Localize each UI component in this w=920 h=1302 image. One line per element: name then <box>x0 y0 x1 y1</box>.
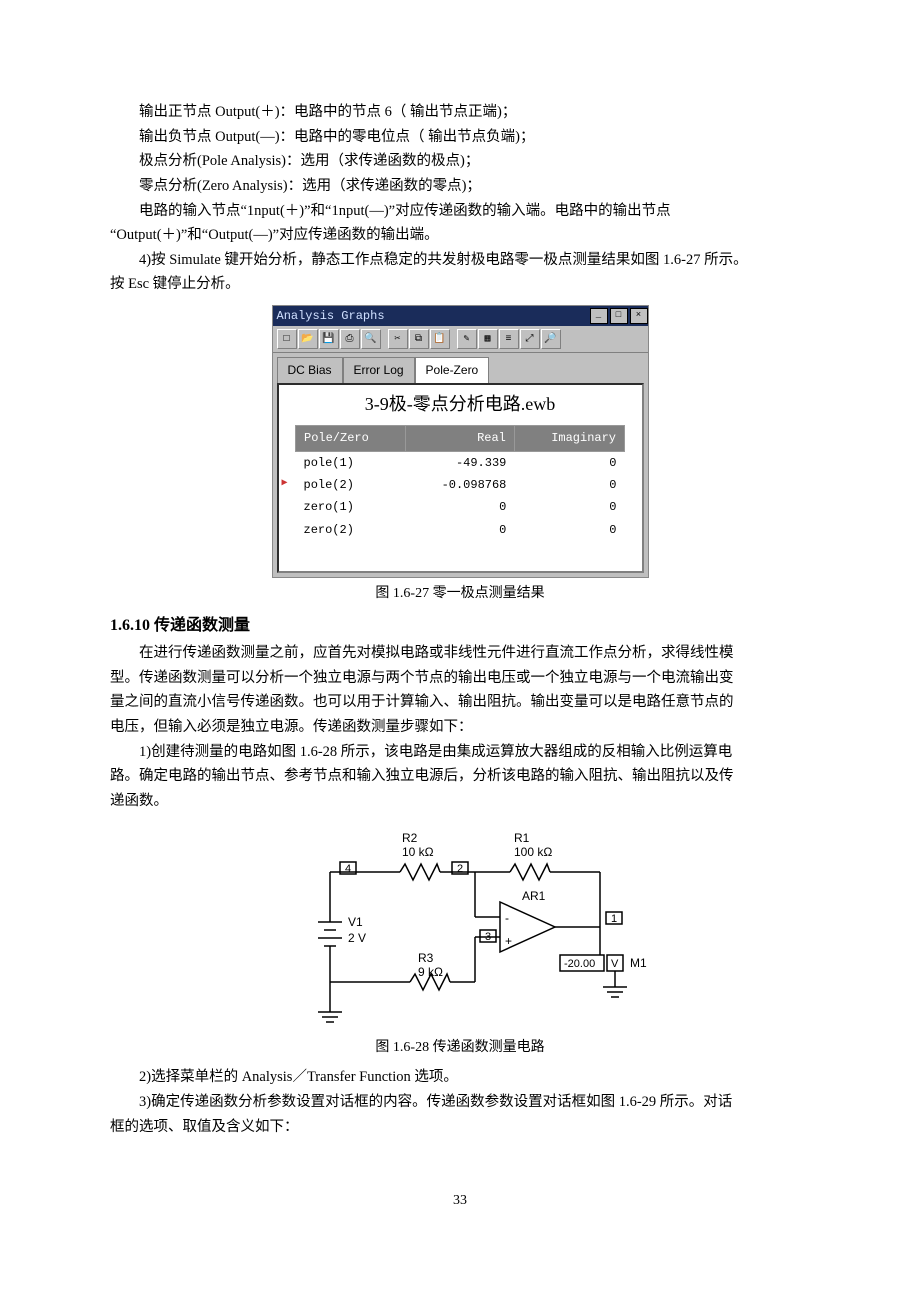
r3-value: 9 kΩ <box>418 965 443 979</box>
circuit-diagram: .wl { stroke:#000; stroke-width:1.5; fil… <box>270 822 650 1032</box>
minimize-button[interactable]: _ <box>590 308 608 324</box>
r1-label: R1 <box>514 831 530 845</box>
col-header: Imaginary <box>514 426 624 451</box>
window-title: Analysis Graphs <box>277 306 385 326</box>
zoomout-icon[interactable]: 🔎 <box>541 329 561 349</box>
r3-label: R3 <box>418 951 434 965</box>
figure-caption-1627: 图 1.6-27 零一极点测量结果 <box>110 582 810 606</box>
body-text: 递函数。 <box>110 789 810 814</box>
node2: 2 <box>457 863 463 875</box>
close-button[interactable]: × <box>630 308 648 324</box>
meter-value: -20.00 <box>564 958 595 970</box>
r2-label: R2 <box>402 831 418 845</box>
node1: 1 <box>611 913 617 925</box>
tab-dc-bias[interactable]: DC Bias <box>277 357 343 382</box>
tab-error-log[interactable]: Error Log <box>343 357 415 382</box>
preview-icon[interactable]: 🔍 <box>361 329 381 349</box>
body-text: 型。传递函数测量可以分析一个独立电源与两个节点的输出电压或一个独立电源与一个电流… <box>110 666 810 691</box>
open-icon[interactable]: 📂 <box>298 329 318 349</box>
window-titlebar[interactable]: Analysis Graphs _ □ × <box>273 306 648 326</box>
body-text: 3)确定传递函数分析参数设置对话框的内容。传递函数参数设置对话框如图 1.6-2… <box>110 1090 810 1115</box>
body-text: 路。确定电路的输出节点、参考节点和输入独立电源后，分析该电路的输入阻抗、输出阻抗… <box>110 764 810 789</box>
body-text: “Output(＋)”和“Output(—)”对应传递函数的输出端。 <box>110 223 810 248</box>
print-icon[interactable]: ⎙ <box>340 329 360 349</box>
v1-value: 2 V <box>348 931 366 945</box>
body-text: 在进行传递函数测量之前，应首先对模拟电路或非线性元件进行直流工作点分析，求得线性… <box>110 641 810 666</box>
svg-text:+: + <box>505 934 512 948</box>
table-row: pole(1) -49.339 0 <box>296 451 625 474</box>
svg-text:-: - <box>505 911 509 925</box>
body-text: 2)选择菜单栏的 Analysis／Transfer Function 选项。 <box>110 1065 810 1090</box>
result-table: Pole/Zero Real Imaginary pole(1) -49.339… <box>295 425 625 541</box>
window-body: 3-9极-零点分析电路.ewb Pole/Zero Real Imaginary… <box>277 383 644 574</box>
tab-pole-zero[interactable]: Pole-Zero <box>415 357 490 382</box>
body-text: 电路的输入节点“1nput(＋)”和“1nput(—)”对应传递函数的输入端。电… <box>110 199 810 224</box>
document-page: 输出正节点 Output(＋)：电路中的节点 6（ 输出节点正端)； 输出负节点… <box>0 0 920 1287</box>
zoom-icon[interactable]: ⤢ <box>520 329 540 349</box>
section-heading-1610: 1.6.10 传递函数测量 <box>110 612 810 639</box>
node3: 3 <box>485 931 491 943</box>
body-text: 电压，但输入必须是独立电源。传递函数测量步骤如下： <box>110 715 810 740</box>
tab-strip: DC Bias Error Log Pole-Zero <box>273 353 648 382</box>
meter-unit: V <box>611 958 619 970</box>
page-number: 33 <box>110 1189 810 1213</box>
result-title: 3-9极-零点分析电路.ewb <box>279 385 642 426</box>
save-icon[interactable]: 💾 <box>319 329 339 349</box>
copy-icon[interactable]: ⧉ <box>409 329 429 349</box>
v1-label: V1 <box>348 915 363 929</box>
table-row: zero(1) 0 0 <box>296 496 625 518</box>
maximize-button[interactable]: □ <box>610 308 628 324</box>
body-text: 4)按 Simulate 键开始分析，静态工作点稳定的共发射极电路零一极点测量结… <box>110 248 810 273</box>
tool-icon[interactable]: ✎ <box>457 329 477 349</box>
body-text: 输出正节点 Output(＋)：电路中的节点 6（ 输出节点正端)； <box>110 100 810 125</box>
node4: 4 <box>345 863 351 875</box>
ar1-label: AR1 <box>522 889 546 903</box>
list-icon[interactable]: ≡ <box>499 329 519 349</box>
body-text: 极点分析(Pole Analysis)：选用（求传递函数的极点)； <box>110 149 810 174</box>
m1-label: M1 <box>630 956 647 970</box>
cut-icon[interactable]: ✂ <box>388 329 408 349</box>
figure-caption-1628: 图 1.6-28 传递函数测量电路 <box>110 1036 810 1060</box>
body-text: 量之间的直流小信号传递函数。也可以用于计算输入、输出阻抗。输出变量可以是电路任意… <box>110 690 810 715</box>
body-text: 零点分析(Zero Analysis)：选用（求传递函数的零点)； <box>110 174 810 199</box>
paste-icon[interactable]: 📋 <box>430 329 450 349</box>
new-icon[interactable]: □ <box>277 329 297 349</box>
r2-value: 10 kΩ <box>402 845 434 859</box>
table-row: pole(2) -0.098768 0 <box>296 474 625 496</box>
body-text: 框的选项、取值及含义如下： <box>110 1115 810 1140</box>
body-text: 输出负节点 Output(—)：电路中的零电位点（ 输出节点负端)； <box>110 125 810 150</box>
col-header: Pole/Zero <box>296 426 406 451</box>
analysis-graphs-window: Analysis Graphs _ □ × □ 📂 💾 ⎙ 🔍 ✂ ⧉ 📋 ✎ … <box>272 305 649 578</box>
r1-value: 100 kΩ <box>514 845 552 859</box>
body-text: 按 Esc 键停止分析。 <box>110 272 810 297</box>
table-row: zero(2) 0 0 <box>296 519 625 541</box>
toolbar: □ 📂 💾 ⎙ 🔍 ✂ ⧉ 📋 ✎ ▦ ≡ ⤢ 🔎 <box>273 326 648 353</box>
body-text: 1)创建待测量的电路如图 1.6-28 所示，该电路是由集成运算放大器组成的反相… <box>110 740 810 765</box>
col-header: Real <box>406 426 515 451</box>
grid-icon[interactable]: ▦ <box>478 329 498 349</box>
